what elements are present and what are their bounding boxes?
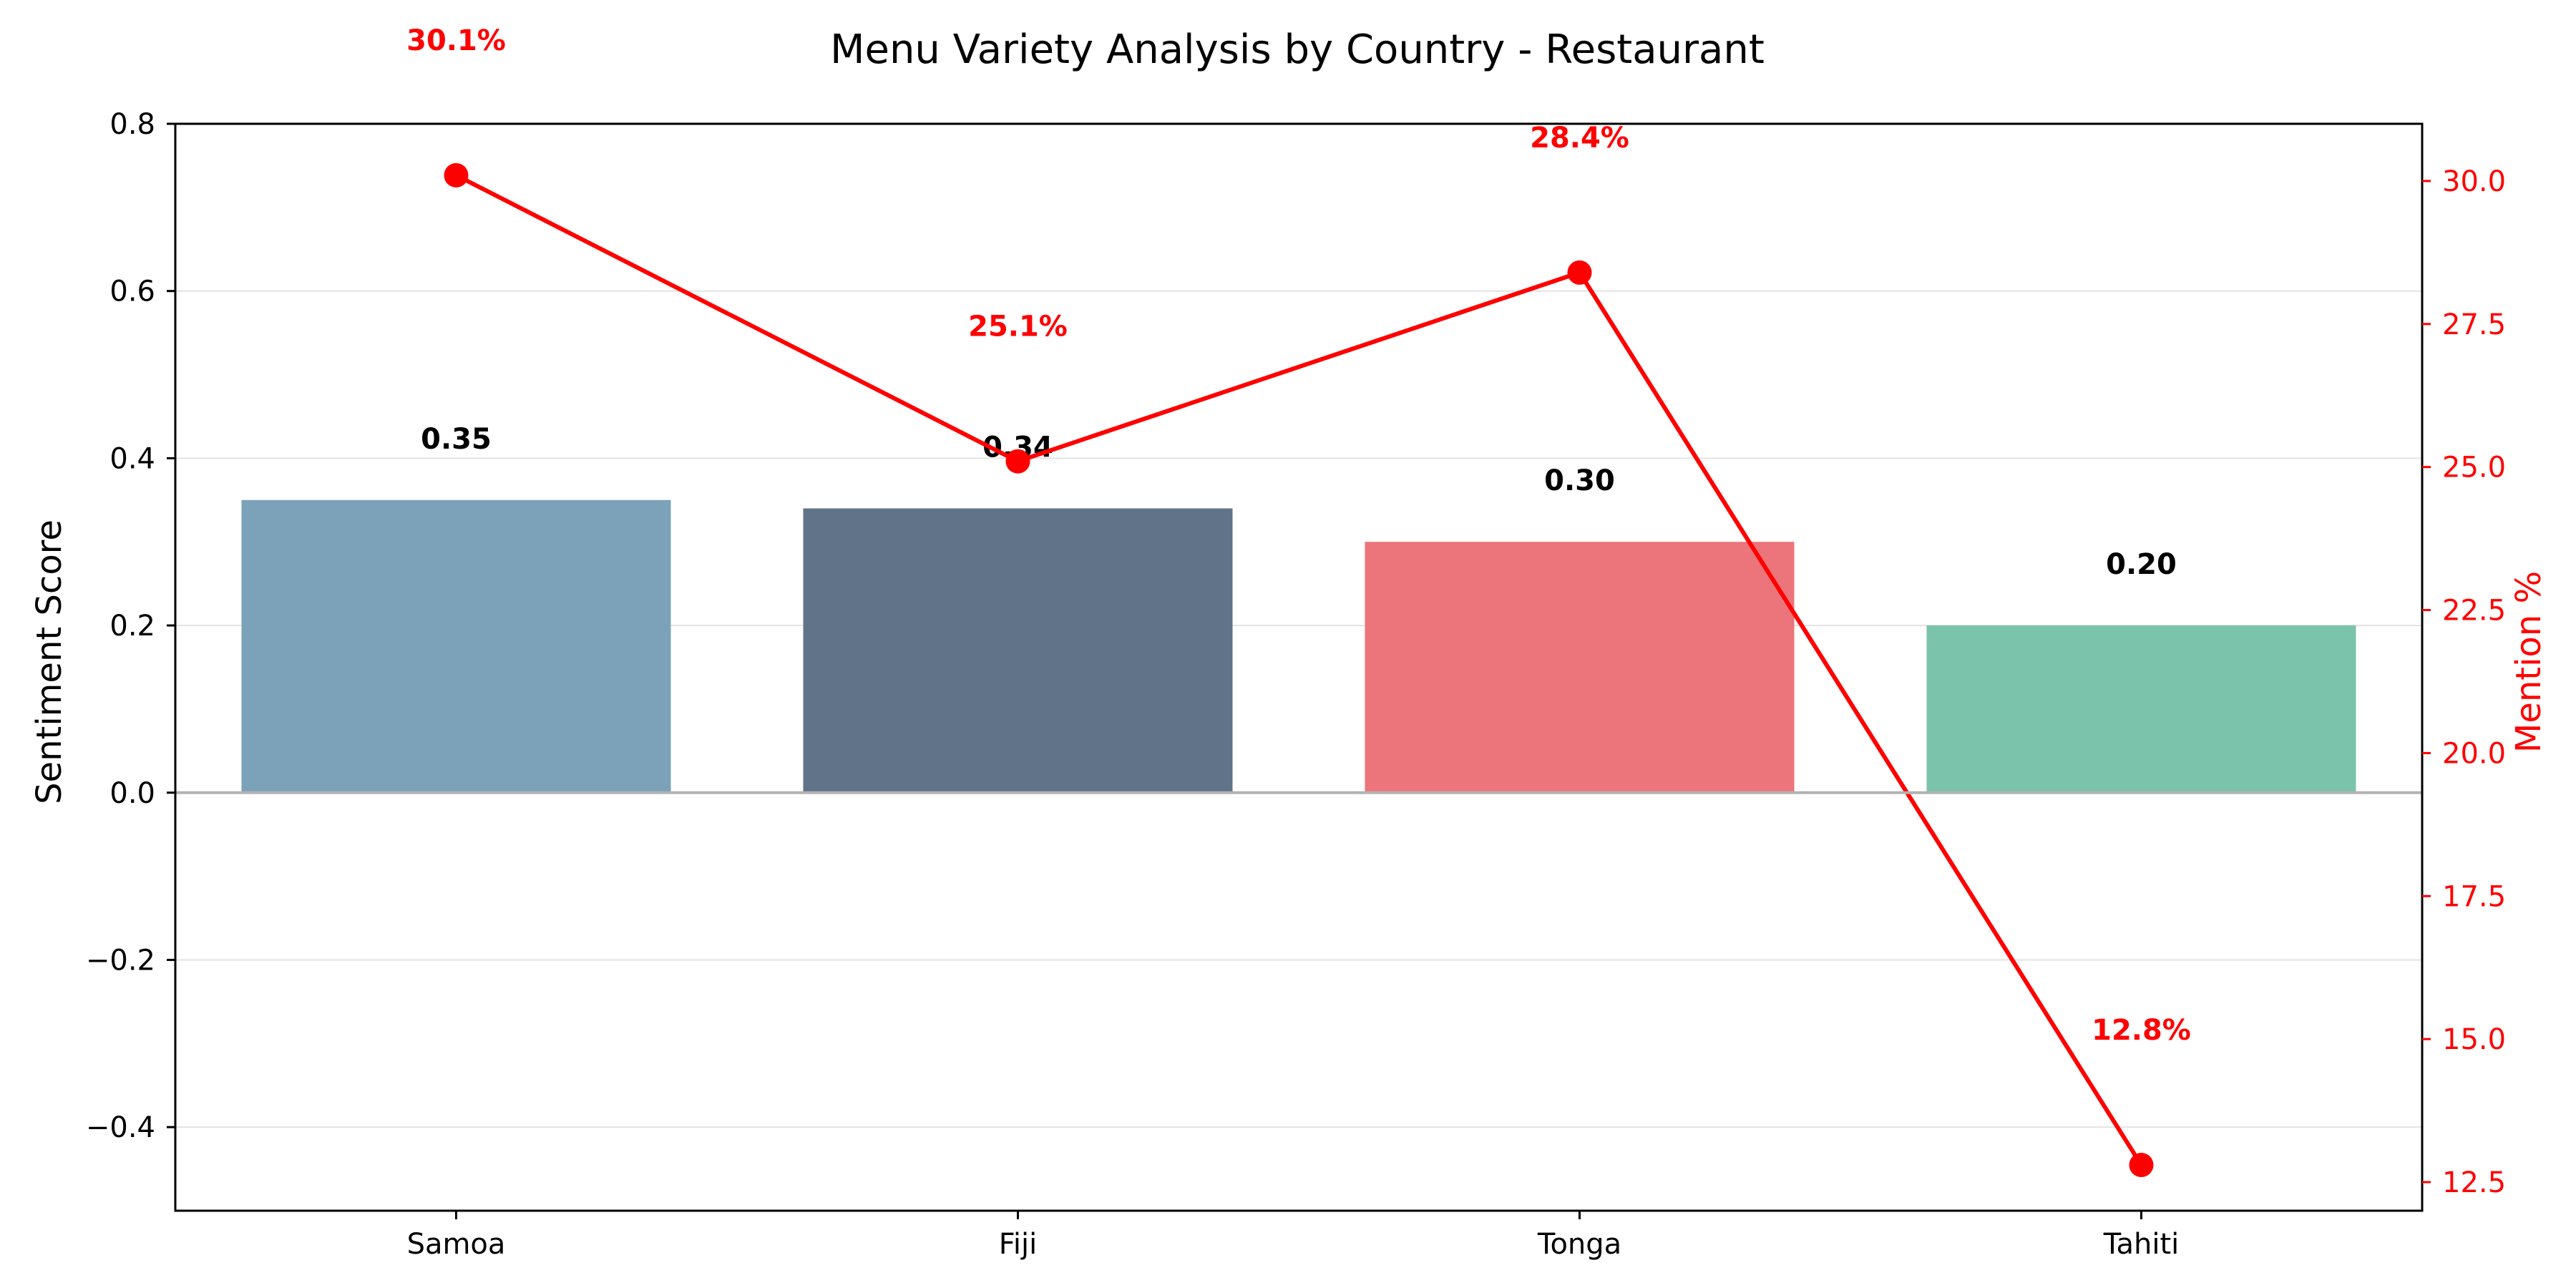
y-tick-label-right: 27.5: [2442, 308, 2506, 341]
axes: [174, 122, 2424, 1212]
x-tick-label: Samoa: [407, 1228, 506, 1261]
y-tick-label-left: 0.6: [109, 275, 155, 308]
x-tick-label: Tonga: [1537, 1228, 1621, 1261]
y-tick-label-left: −0.2: [86, 944, 155, 977]
bar: [803, 508, 1233, 793]
line-point: [444, 162, 469, 187]
line-value-label: 30.1%: [406, 24, 506, 57]
line-point: [1005, 449, 1030, 474]
bar-value-label: 0.20: [2106, 548, 2177, 581]
ticks: 0.8 0.6 0.4 0.2 0.0 −0.2 −0.4 30.0 27.5 25.0 22.5 2…: [86, 108, 2506, 1261]
y-tick-label-right: 22.5: [2442, 595, 2506, 628]
y-tick-label-right: 15.0: [2442, 1023, 2506, 1056]
line-point: [1567, 260, 1592, 285]
chart-title: Menu Variety Analysis by Country - Resta…: [830, 26, 1765, 73]
y-tick-label-right: 25.0: [2442, 452, 2506, 484]
y-tick-label-right: 20.0: [2442, 737, 2506, 770]
bar-value-label: 0.30: [1544, 464, 1615, 497]
y-tick-label-left: 0.8: [109, 108, 155, 141]
line-value-label: 28.4%: [1530, 122, 1629, 155]
bar: [1926, 625, 2356, 793]
mention-line: [455, 173, 2144, 1166]
plot-frame: [174, 122, 2424, 1212]
bar-labels: 0.35 0.340.300.20: [421, 423, 2177, 581]
y-axis-label-left: Sentiment Score: [29, 519, 69, 804]
y-tick-label-right: 30.0: [2442, 165, 2506, 198]
y-axis-label-right: Mention %: [2509, 571, 2549, 753]
line-value-label: 25.1%: [968, 311, 1068, 343]
line-series: [444, 162, 2154, 1178]
y-tick-label-right: 12.5: [2442, 1166, 2506, 1199]
line-labels: 30.1% 25.1% 28.4% 12.8%: [406, 24, 2191, 1047]
y-tick-label-left: 0.2: [109, 610, 155, 643]
x-tick-label: Tahiti: [2103, 1228, 2180, 1261]
y-tick-label-left: 0.4: [109, 442, 155, 475]
y-tick-label-left: 0.0: [109, 777, 155, 810]
x-tick-label: Fiji: [999, 1228, 1037, 1261]
bar: [1365, 542, 1795, 793]
y-tick-label-right: 17.5: [2442, 880, 2506, 913]
line-point: [2129, 1153, 2154, 1178]
bar: [241, 499, 671, 793]
bars: [241, 499, 2356, 793]
y-tick-label-left: −0.4: [86, 1111, 155, 1144]
bar-value-label: 0.35: [421, 423, 492, 456]
line-value-label: 12.8%: [2092, 1014, 2191, 1047]
